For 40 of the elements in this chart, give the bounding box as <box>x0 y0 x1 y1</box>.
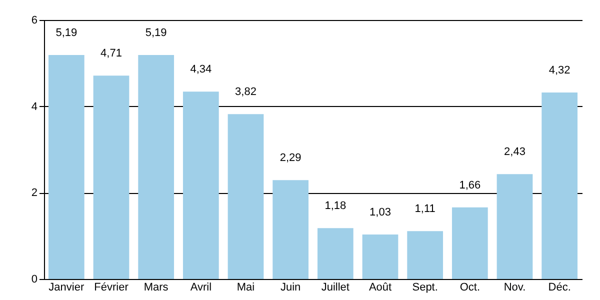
data-label: 2,29 <box>280 152 302 164</box>
x-tick-label: Janvier <box>48 282 84 294</box>
data-label: 1,18 <box>324 200 346 212</box>
x-tick-label: Juin <box>280 282 301 294</box>
x-tick-label: Nov. <box>504 282 526 294</box>
bar <box>228 114 264 279</box>
y-tick-label: 6 <box>31 14 38 26</box>
data-label: 4,34 <box>190 64 212 76</box>
bar <box>496 174 533 279</box>
bar <box>182 92 219 279</box>
bar <box>542 92 578 279</box>
bar <box>407 231 444 279</box>
bar <box>317 228 354 279</box>
data-label: 1,66 <box>459 179 481 192</box>
y-tick-label: 0 <box>31 274 38 286</box>
data-label: 3,82 <box>235 86 256 98</box>
x-tick-label: Oct. <box>460 282 480 294</box>
data-label: 4,32 <box>548 64 570 77</box>
x-tick-label: Février <box>94 282 129 294</box>
data-label: 2,43 <box>504 146 526 158</box>
x-tick-label: Août <box>368 282 392 294</box>
x-tick-label: Mai <box>236 282 255 294</box>
x-tick-label: Sept. <box>412 282 438 294</box>
data-label: 5,19 <box>145 26 167 39</box>
x-tick-label: Déc. <box>548 282 571 294</box>
y-tick-label: 2 <box>31 187 38 200</box>
x-tick-label: Juillet <box>321 282 350 294</box>
bar <box>452 207 488 279</box>
data-label: 1,03 <box>370 206 391 219</box>
bar <box>48 54 84 279</box>
data-label: 1,11 <box>414 203 436 216</box>
bar <box>93 76 130 279</box>
bar <box>272 180 309 279</box>
x-tick-label: Mars <box>144 282 169 294</box>
bar <box>362 234 398 279</box>
bar <box>138 54 174 279</box>
x-tick-label: Avril <box>190 282 212 294</box>
y-tick-label: 4 <box>31 100 38 113</box>
data-label: 5,19 <box>56 26 78 39</box>
data-label: 4,71 <box>100 48 122 60</box>
